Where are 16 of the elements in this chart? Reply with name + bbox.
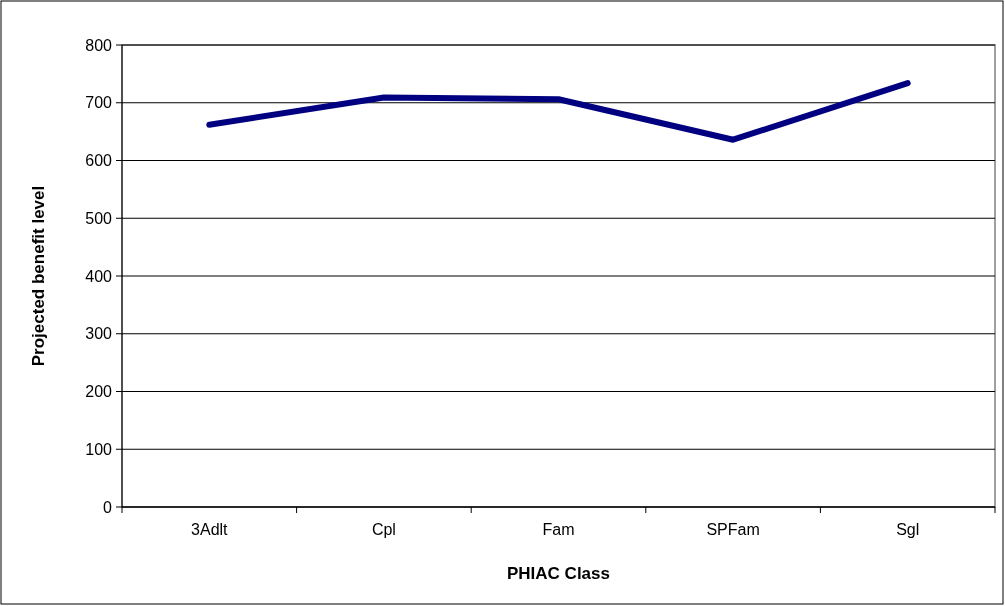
y-tick-label: 400	[85, 267, 113, 285]
x-tick-label: Fam	[542, 521, 575, 538]
y-tick-label: 600	[85, 152, 113, 170]
y-tick-label: 200	[85, 383, 113, 401]
x-tick-label: SPFam	[706, 521, 760, 538]
x-tick-label: Cpl	[371, 521, 396, 538]
y-tick-label: 0	[103, 498, 113, 516]
x-tick-label: 3Adlt	[191, 521, 229, 538]
y-tick-label: 700	[85, 94, 113, 112]
x-tick-label: Sgl	[896, 521, 920, 538]
y-tick-label: 300	[85, 325, 113, 343]
y-tick-label: 500	[85, 209, 113, 227]
x-axis-title: PHIAC Class	[507, 564, 610, 583]
y-tick-label: 100	[85, 440, 113, 458]
y-axis-title: Projected benefit level	[29, 185, 48, 367]
y-tick-label: 800	[85, 36, 113, 54]
